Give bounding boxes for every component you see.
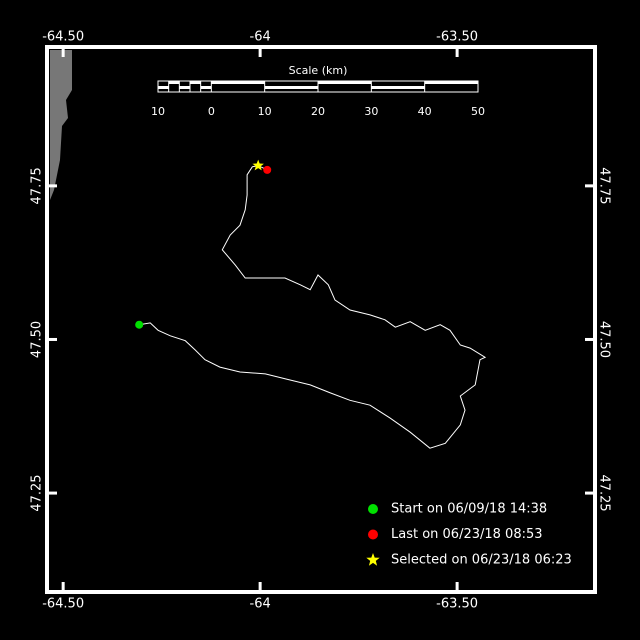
x-tick-label: -63.50: [436, 597, 478, 612]
frame: [45, 45, 597, 594]
legend-symbol: [368, 529, 378, 540]
scale-tick-label: 40: [418, 105, 432, 118]
land: [50, 50, 72, 200]
track: [139, 165, 487, 449]
x-tick-label: -64: [250, 597, 271, 612]
scale-tick-label: 10: [151, 105, 165, 118]
scale-segment: [179, 86, 190, 89]
marker: [252, 159, 264, 171]
scale-segment: [168, 81, 180, 84]
x-tick-label: -64: [250, 30, 271, 45]
y-tick-label: 47.75: [30, 167, 45, 204]
y-tick-label: 47.50: [30, 321, 45, 358]
scale-segment: [200, 86, 212, 89]
scale-segment: [264, 86, 318, 89]
scale-segment: [371, 86, 425, 89]
scale-tick-label: 20: [311, 105, 325, 118]
x-tick-label: -64.50: [42, 597, 84, 612]
scale-tick-label: 30: [364, 105, 378, 118]
legend-symbol: [368, 504, 378, 514]
scale-segment: [190, 81, 201, 84]
marker: [135, 320, 144, 329]
y-tick-label: 47.50: [597, 321, 612, 358]
scale-segment: [158, 86, 169, 89]
legend-label: Selected on 06/23/18 06:23: [391, 553, 572, 568]
y-tick-label: 47.75: [597, 167, 612, 204]
scale-tick-label: 0: [208, 105, 215, 118]
scale-title: Scale (km): [289, 64, 348, 77]
scale-segment: [424, 81, 478, 84]
scale-tick-label: 10: [258, 105, 272, 118]
y-tick-label: 47.25: [30, 474, 45, 511]
y-tick-label: 47.25: [597, 474, 612, 511]
scale-segment: [211, 81, 265, 84]
x-tick-label: -64.50: [42, 30, 84, 45]
legend-label: Last on 06/23/18 08:53: [391, 527, 543, 542]
marker: [263, 165, 272, 174]
scale-tick-label: 50: [471, 105, 485, 118]
legend-symbol: [366, 553, 380, 566]
x-tick-label: -63.50: [436, 30, 478, 45]
legend-label: Start on 06/09/18 14:38: [391, 502, 547, 517]
scale-segment: [318, 81, 372, 84]
